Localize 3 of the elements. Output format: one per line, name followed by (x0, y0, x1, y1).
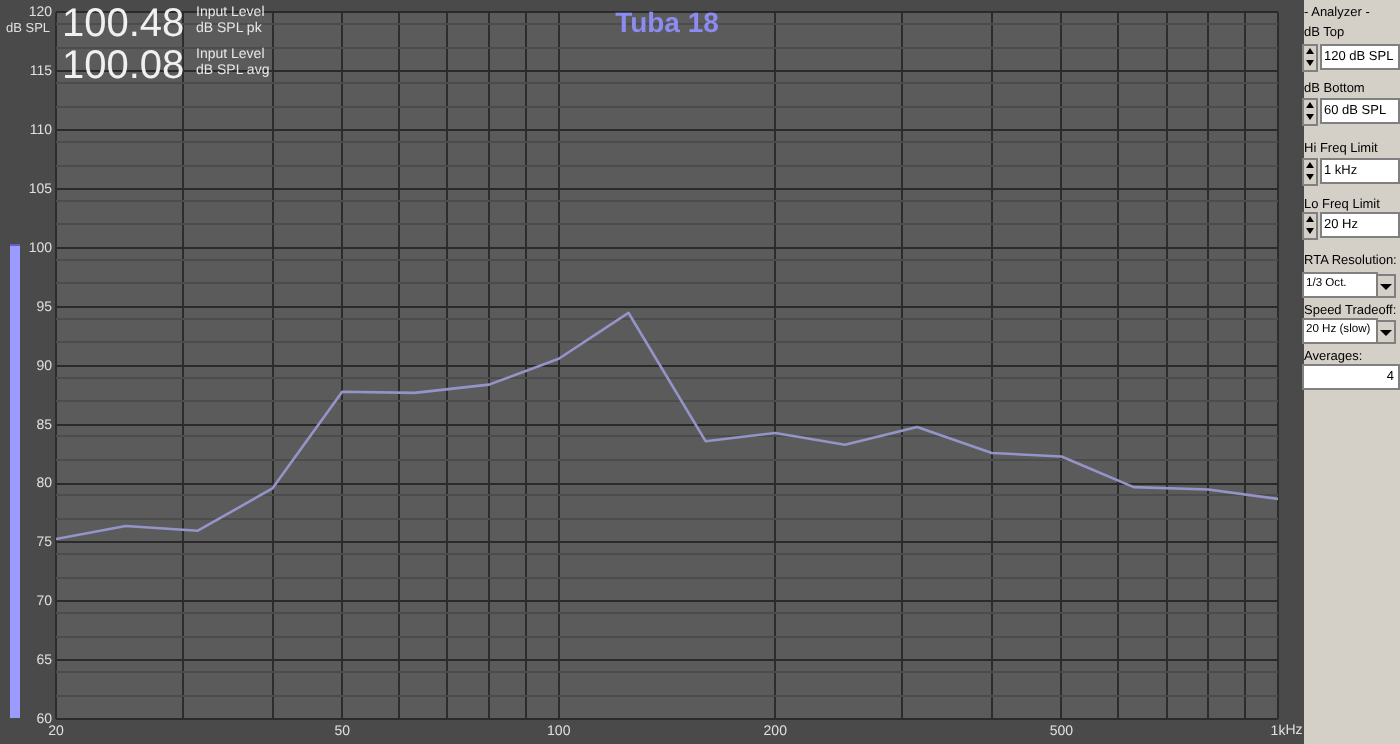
chart-title: Tuba 18 (615, 5, 720, 38)
annotation: 100.48 (62, 2, 185, 46)
annotation: 100.08 (62, 44, 185, 88)
